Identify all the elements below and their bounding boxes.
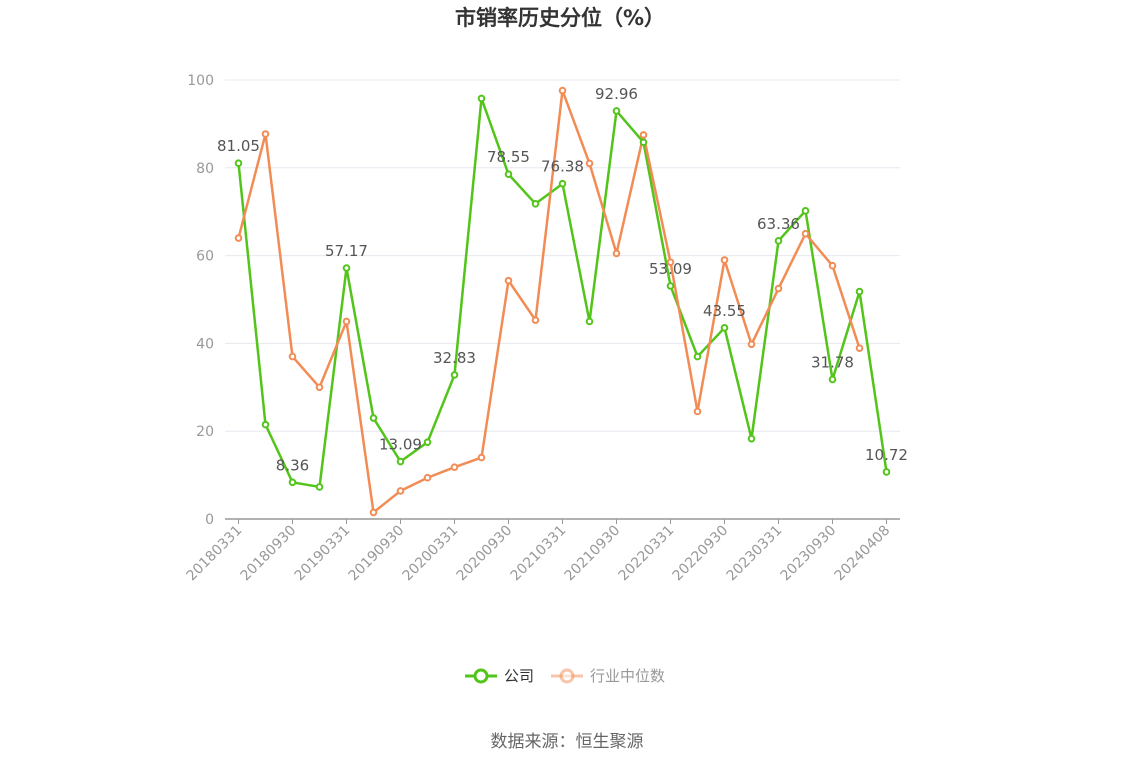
series-line-1	[237, 89, 861, 514]
legend-item-industry-median[interactable]: 行业中位数	[551, 667, 665, 685]
series-1-point[interactable]	[504, 276, 513, 285]
data-label: 57.17	[325, 242, 368, 260]
x-tick-label: 20230331	[724, 523, 786, 585]
series-0-point[interactable]	[855, 287, 864, 296]
series-1-point[interactable]	[855, 344, 864, 353]
series-1-point[interactable]	[828, 261, 837, 270]
series-1-point[interactable]	[477, 453, 486, 462]
data-label: 43.55	[703, 302, 746, 320]
series-0-point[interactable]	[585, 317, 594, 326]
series-1-point[interactable]	[423, 473, 432, 482]
x-tick-label: 20220331	[616, 523, 678, 585]
data-label: 78.55	[487, 148, 530, 166]
series-1-point[interactable]	[315, 383, 324, 392]
series-0-point[interactable]	[477, 94, 486, 103]
y-tick-label: 40	[196, 336, 214, 352]
series-0-point[interactable]	[774, 237, 783, 245]
legend-industry-label: 行业中位数	[590, 667, 665, 685]
series-0-point[interactable]	[315, 483, 324, 491]
series-0-point[interactable]	[558, 179, 567, 188]
data-source-note: 数据来源：恒生聚源	[491, 732, 644, 752]
series-1-point[interactable]	[369, 508, 378, 517]
series-0-point[interactable]	[234, 159, 243, 167]
data-label: 10.72	[865, 446, 908, 464]
series-1-point[interactable]	[747, 340, 756, 349]
series-0-point[interactable]	[612, 107, 621, 115]
data-label: 31.78	[811, 353, 854, 371]
series-0-point[interactable]	[882, 468, 891, 476]
y-tick-label: 60	[196, 249, 214, 265]
series-1-point[interactable]	[288, 352, 297, 361]
data-label: 8.36	[276, 456, 309, 474]
legend-industry-marker	[559, 668, 575, 684]
series-0-point[interactable]	[693, 352, 702, 361]
y-tick-label: 0	[205, 512, 214, 528]
x-tick-label: 20200331	[400, 523, 462, 585]
x-tick-label: 20240408	[832, 523, 894, 585]
series-1-point[interactable]	[639, 131, 648, 139]
series-0-point[interactable]	[504, 170, 513, 178]
series-0-point[interactable]	[261, 420, 270, 429]
x-tick-label: 20220930	[670, 523, 732, 585]
series-1-point[interactable]	[666, 258, 675, 266]
data-label: 13.09	[379, 436, 422, 454]
series-1-point[interactable]	[450, 463, 459, 471]
data-labels: 81.05 8.36 57.17 13.09 32.83 78.55 76.38 92.96 5…	[217, 85, 908, 474]
data-label: 32.83	[433, 349, 476, 367]
series-0-point[interactable]	[747, 434, 756, 443]
series-1-point[interactable]	[612, 249, 621, 258]
series-0-point[interactable]	[450, 371, 459, 379]
series-0-point[interactable]	[828, 375, 837, 384]
series-1-point[interactable]	[261, 130, 270, 138]
series-1-point[interactable]	[720, 256, 729, 264]
series-0-point[interactable]	[396, 457, 405, 466]
legend-item-company[interactable]: 公司	[465, 667, 534, 685]
x-tick-label: 20190331	[292, 523, 354, 585]
series-layer	[234, 86, 891, 517]
data-label: 76.38	[541, 158, 584, 176]
series-1-point[interactable]	[774, 284, 783, 293]
series-0-point[interactable]	[369, 414, 378, 422]
data-label: 92.96	[595, 85, 638, 103]
x-tick-label: 20190930	[346, 523, 408, 585]
chart-title: 市销率历史分位（%）	[455, 6, 665, 30]
axes: 0 20 40 60 80 100 2018033120180930201903312019…	[184, 73, 900, 584]
series-0-point[interactable]	[423, 438, 432, 446]
legend: 公司 行业中位数	[465, 667, 665, 685]
series-0-point[interactable]	[531, 199, 540, 208]
series-1-point[interactable]	[234, 234, 243, 242]
y-tick-label: 20	[196, 424, 214, 440]
series-1-point[interactable]	[693, 407, 702, 416]
data-label: 81.05	[217, 137, 260, 155]
series-1-point[interactable]	[585, 159, 594, 168]
series-0-point[interactable]	[666, 282, 675, 290]
legend-company-marker	[473, 668, 489, 684]
data-label: 63.36	[757, 215, 800, 233]
series-1-point[interactable]	[531, 316, 540, 324]
x-tick-label: 20180331	[184, 523, 246, 585]
y-tick-label: 80	[196, 161, 214, 177]
x-tick-label: 20230930	[778, 523, 840, 585]
data-label: 53.09	[649, 260, 692, 278]
x-tick-label: 20180930	[238, 523, 300, 585]
series-0-point[interactable]	[288, 478, 297, 487]
series-1-point[interactable]	[396, 487, 405, 495]
series-0-point[interactable]	[801, 207, 810, 215]
legend-company-label: 公司	[504, 667, 534, 685]
series-1-point[interactable]	[801, 229, 810, 238]
x-tick-label: 20210331	[508, 523, 570, 585]
series-1-point[interactable]	[342, 317, 351, 326]
x-tick-label: 20200930	[454, 523, 516, 585]
series-0-point[interactable]	[342, 264, 351, 272]
series-0-point[interactable]	[639, 138, 648, 147]
series-1-point[interactable]	[558, 86, 567, 95]
y-tick-label: 100	[187, 73, 214, 89]
series-0-point[interactable]	[720, 324, 729, 332]
x-tick-label: 20210930	[562, 523, 624, 585]
